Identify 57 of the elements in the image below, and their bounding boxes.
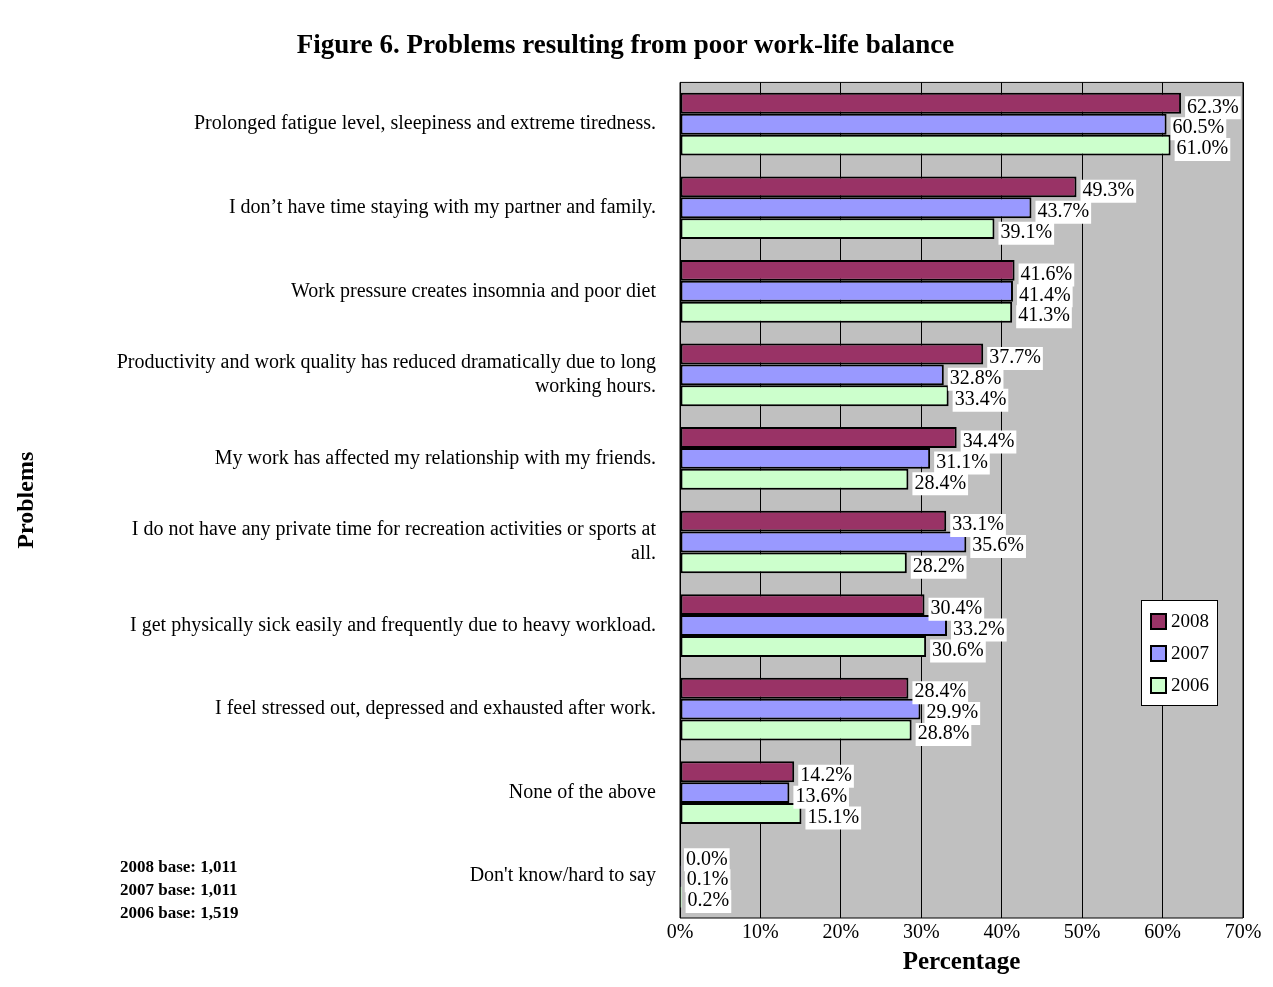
data-label: 62.3% [1187, 94, 1239, 117]
data-label: 28.4% [914, 470, 967, 493]
text: 2007 base: 1,011 [120, 879, 239, 901]
data-label: 0.1% [686, 867, 729, 890]
data-label: 41.4% [1018, 282, 1071, 305]
data-label: 13.6% [795, 783, 848, 806]
x-axis-title: Percentage [902, 947, 1021, 975]
data-label: 33.2% [953, 616, 1005, 639]
data-label: 0.0% [686, 846, 728, 869]
y-tick-label: My work has affected my relationship with my friends. [214, 445, 656, 469]
data-label: 60.5% [1172, 115, 1225, 138]
data-label: 29.9% [926, 700, 979, 723]
y-tick-label: Productivity and work quality has reduced dramatically due to long working hours. [116, 350, 656, 398]
data-label: 15.1% [807, 804, 860, 827]
x-tick-label: 10% [742, 920, 779, 943]
data-label: 43.7% [1037, 198, 1090, 221]
x-tick-label: 40% [983, 920, 1021, 943]
legend-label: 2007 [1170, 641, 1209, 665]
data-label: 28.8% [917, 721, 970, 744]
x-tick-label: 0% [666, 920, 694, 943]
y-tick-label: Work pressure creates insomnia and poor diet [291, 278, 657, 302]
x-tick-label: 30% [902, 920, 940, 943]
data-label: 33.1% [952, 512, 1004, 535]
legend-label: 2008 [1170, 609, 1209, 633]
data-label: 33.4% [954, 387, 1007, 409]
data-label: 31.1% [936, 449, 988, 472]
data-label: 30.4% [930, 595, 983, 618]
data-label: 49.3% [1082, 178, 1135, 201]
data-label: 28.2% [912, 554, 965, 577]
data-label: 41.6% [1020, 261, 1073, 284]
x-tick-label: 50% [1063, 920, 1101, 943]
text: 2006 base: 1,519 [120, 902, 239, 924]
data-label: 32.8% [949, 366, 1002, 389]
y-tick-label: I do not have any private time for recreation activities or sports at all. [131, 517, 657, 564]
y-tick-label: I get physically sick easily and frequently due to heavy workload. [130, 612, 656, 636]
data-label: 41.3% [1018, 303, 1070, 326]
x-tick-label: 70% [1224, 920, 1262, 943]
x-tick-label: 20% [822, 920, 860, 943]
x-tick-label: 60% [1144, 920, 1181, 943]
data-label: 35.6% [972, 533, 1024, 556]
data-label: 14.2% [800, 763, 852, 786]
legend-label: 2006 [1170, 673, 1209, 697]
y-tick-label: I don’t have time staying with my partner and family. [228, 194, 656, 218]
data-label: 39.1% [1000, 219, 1053, 242]
y-tick-label: Don't know/hard to say [469, 863, 656, 887]
text: 2008 base: 1,011 [120, 856, 239, 878]
data-label: 30.6% [932, 637, 984, 660]
data-label: 0.2% [687, 888, 730, 911]
y-tick-label: Prolonged fatigue level, sleepiness and extreme tiredness. [193, 111, 656, 135]
data-label: 37.7% [989, 345, 1041, 368]
data-label: 61.0% [1176, 136, 1229, 159]
chart-title: Figure 6. Problems resulting from poor work-life balance [296, 29, 955, 60]
data-label: 34.4% [962, 428, 1015, 451]
data-label: 28.4% [914, 679, 967, 702]
y-tick-label: None of the above [508, 779, 657, 802]
y-tick-label: I feel stressed out, depressed and exhausted after work. [215, 696, 656, 720]
y-axis-title: Problems [11, 451, 38, 549]
